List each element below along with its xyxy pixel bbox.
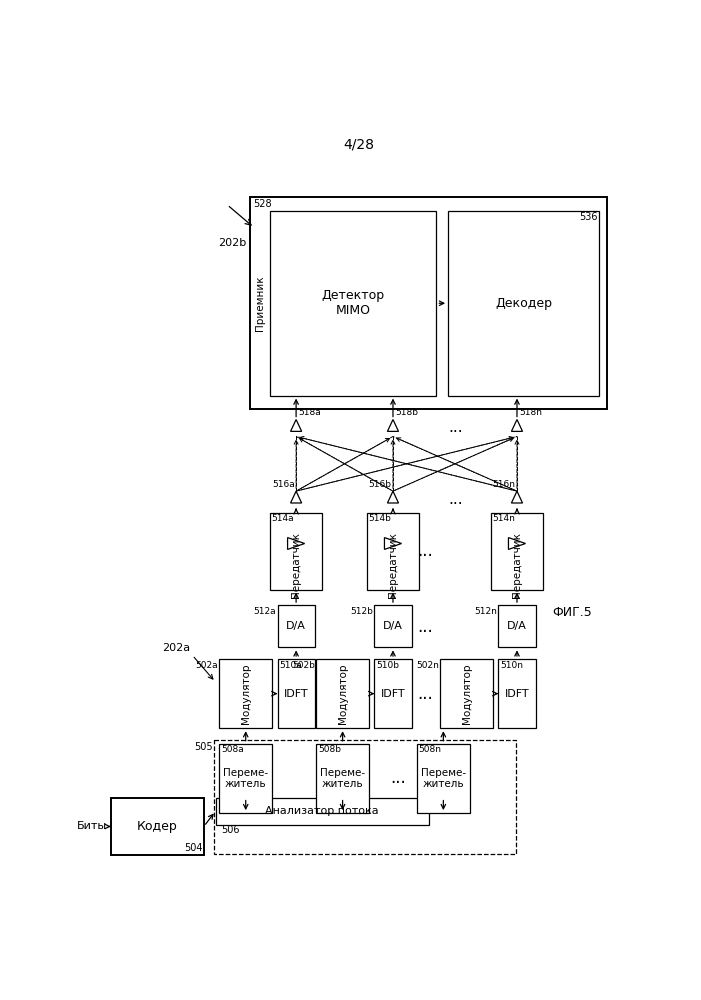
Text: 506: 506 [221,825,240,835]
Bar [215,798,428,825]
Bar [270,211,437,396]
Text: ...: ... [390,769,405,787]
Bar [111,798,204,855]
Text: 502n: 502n [416,661,439,670]
Text: 516a: 516a [272,480,294,489]
Text: Декодер: Декодер [495,297,552,310]
Text: Передатчик: Передатчик [388,532,398,598]
Bar [367,513,419,590]
Text: IDFT: IDFT [505,689,529,699]
Text: 512b: 512b [350,607,373,616]
Text: 514a: 514a [271,514,294,523]
Text: 512a: 512a [253,607,276,616]
Text: 505: 505 [195,742,213,752]
Text: 510a: 510a [279,661,302,670]
Bar [374,659,411,728]
Text: Приемник: Приемник [254,275,265,331]
Bar [278,605,315,647]
Bar [491,513,543,590]
Text: ...: ... [417,685,433,703]
Text: D/A: D/A [507,621,527,631]
Bar [219,744,272,813]
Text: 516b: 516b [369,480,391,489]
Text: Передатчик: Передатчик [512,532,522,598]
Text: 508a: 508a [221,745,244,754]
Text: 528: 528 [252,199,271,209]
Text: 518n: 518n [519,408,543,417]
Bar [417,744,470,813]
Text: Переме-
житель: Переме- житель [320,768,365,789]
Text: Передатчик: Передатчик [291,532,301,598]
Bar [498,659,536,728]
Bar [214,740,516,854]
Bar [374,605,411,647]
Bar [448,211,599,396]
Text: 202b: 202b [218,238,247,248]
Text: Анализатор потока: Анализатор потока [265,806,379,816]
Text: Переме-
житель: Переме- житель [421,768,466,789]
Text: 518b: 518b [395,408,418,417]
Text: Детектор
MIMO: Детектор MIMO [322,289,385,317]
Bar [498,605,536,647]
Bar [316,659,369,728]
Text: 518a: 518a [299,408,321,417]
Text: Биты: Биты [77,821,107,831]
Text: IDFT: IDFT [381,689,405,699]
Text: 516n: 516n [492,480,515,489]
Text: Модулятор: Модулятор [461,663,472,724]
Bar [278,659,315,728]
Text: 508b: 508b [318,745,341,754]
Bar [250,197,607,409]
Text: 502a: 502a [195,661,218,670]
Text: 502b: 502b [292,661,315,670]
Text: 536: 536 [579,212,597,222]
Bar [270,513,322,590]
Text: 510b: 510b [376,661,399,670]
Text: Модулятор: Модулятор [338,663,348,724]
Text: Переме-
житель: Переме- житель [223,768,268,789]
Text: 504: 504 [184,843,203,853]
Text: 512n: 512n [474,607,497,616]
Text: ...: ... [417,618,433,636]
Text: 202a: 202a [162,643,190,653]
Text: 510n: 510n [500,661,523,670]
Text: D/A: D/A [286,621,306,631]
Text: ...: ... [449,492,463,507]
Text: IDFT: IDFT [284,689,308,699]
Text: ...: ... [449,420,463,436]
Bar [316,744,369,813]
Text: ФИГ.5: ФИГ.5 [552,606,592,619]
Text: 514n: 514n [492,514,515,523]
Bar [219,659,272,728]
Text: D/A: D/A [383,621,403,631]
Text: ...: ... [417,542,433,560]
Text: 508n: 508n [418,745,442,754]
Text: 4/28: 4/28 [343,138,374,152]
Text: Модулятор: Модулятор [240,663,251,724]
Text: Кодер: Кодер [137,820,178,833]
Text: 514b: 514b [368,514,391,523]
Bar [440,659,493,728]
